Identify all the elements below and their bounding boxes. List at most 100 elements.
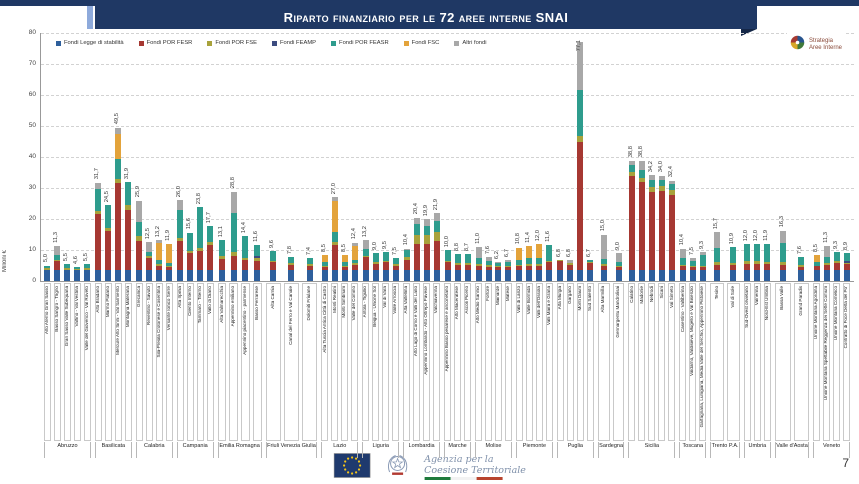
bar-segment (84, 269, 91, 281)
bar-value-label: 31,9 (124, 167, 131, 180)
bar-column: 21,9 (433, 199, 440, 281)
bar-column: 10,8 (516, 233, 523, 281)
region-label: Emilia Romagna (217, 442, 262, 458)
bar-segment (230, 191, 237, 214)
stacked-bar (156, 240, 163, 281)
area-label: Alto Maceratese (454, 283, 462, 441)
area-label: Gargano (566, 283, 574, 441)
area-label-text: Alto Medio Sannio (475, 286, 481, 324)
region-label: Piemonte (515, 442, 553, 458)
legend: Fondi Legge di stabilità Fondi POR FESR Fo… (56, 40, 487, 46)
bar-column: 8,5 (321, 244, 328, 281)
bar-segment (362, 249, 369, 256)
bar-segment (242, 258, 249, 260)
stacked-bar (219, 240, 226, 281)
stacked-bar (713, 232, 720, 281)
bar-segment (125, 182, 132, 206)
area-label-text: Alta Carnia (269, 286, 275, 309)
bar-segment (177, 200, 184, 210)
legend-swatch (56, 40, 61, 46)
bar-segment (744, 263, 751, 270)
bar-column: 7,5 (392, 247, 399, 281)
bar-column: 11,0 (475, 233, 482, 281)
area-label: Sila-Presila Crotonese e Cosentina (155, 283, 163, 441)
area-label: Alta Murgia (556, 283, 564, 441)
bar-segment (115, 269, 122, 281)
bar-value-label: 11,3 (53, 232, 60, 243)
bar-segment (713, 247, 720, 263)
y-axis-title: Milioni € (2, 250, 8, 273)
y-tick-label: 60 (28, 91, 36, 98)
bar-value-label: 8,9 (842, 242, 849, 251)
bar-value-label: 9,0 (371, 242, 378, 251)
bar-segment (577, 269, 584, 281)
region-label: Calabria (135, 442, 173, 458)
y-tick-label: 40 (28, 153, 36, 160)
bar-segment (689, 260, 696, 266)
stacked-bar (587, 260, 594, 281)
area-label-text: Grand Paradis (798, 286, 804, 316)
bar-segment (713, 269, 720, 281)
bar-segment (526, 258, 533, 265)
area-label: Reventino - Savuto (145, 283, 153, 441)
bar-column: 8,9 (843, 242, 850, 281)
bar-value-label: 5,5 (83, 252, 90, 261)
bar-segment (679, 269, 686, 281)
area-label: Nord-Est Umbria (763, 283, 771, 441)
area-label: Garfagnana, Lunigiana, Media Valle del S… (699, 283, 707, 441)
bar-value-label: 12,0 (753, 229, 760, 241)
bar-segment (516, 264, 523, 267)
bar-segment (54, 255, 61, 260)
bar-value-label: 11,3 (822, 232, 829, 243)
bar-segment (577, 89, 584, 137)
bar-segment (288, 269, 295, 281)
bar-segment (403, 250, 410, 257)
bar-value-label: 6,2 (494, 250, 501, 259)
area-label-text: Monti Reatini (331, 286, 337, 313)
bar-segment (372, 263, 379, 270)
bar-column: 5,5 (84, 253, 91, 281)
bar-segment (230, 269, 237, 281)
area-label: Unione Montana Agordina (813, 283, 821, 441)
bar-column: 32,4 (668, 166, 675, 281)
bar-segment (485, 257, 492, 261)
area-label-text: Monti Simbruini (341, 286, 347, 318)
bar-segment (475, 265, 482, 270)
bar-segment (74, 268, 81, 270)
bar-value-label: 16,3 (778, 216, 785, 228)
bar-segment (658, 269, 665, 281)
bar-segment (628, 269, 635, 281)
bar-value-label: 10,4 (402, 234, 409, 246)
area-label: Alto Medio Sannio (475, 283, 483, 441)
area-label-text: Reventino - Savuto (145, 286, 151, 326)
area-label-text: Sila-Presila Crotonese e Cosentina (155, 286, 161, 358)
stacked-bar (115, 127, 122, 281)
bar-segment (843, 262, 850, 265)
bar-segment (454, 269, 461, 281)
bar-value-label: 38,8 (637, 146, 644, 158)
bar-value-label: 10,9 (729, 232, 736, 245)
area-label: Val di Vara (382, 283, 390, 441)
bar-segment (754, 269, 761, 281)
bar-segment (495, 266, 502, 268)
bar-segment (54, 261, 61, 270)
bar-segment (321, 262, 328, 266)
area-label-text: Garfagnana, Lunigiana, Media Valle del S… (699, 286, 705, 428)
bar-segment (433, 231, 440, 242)
bar-segment (95, 182, 102, 189)
bar-segment (306, 264, 313, 266)
area-label: Valdarno, Valdisieve, Mugello e Val Bise… (689, 283, 697, 441)
bar-segment (843, 261, 850, 263)
y-tick-label: 20 (28, 215, 36, 222)
bar-segment (823, 263, 830, 265)
bar-segment (699, 267, 706, 270)
bar-value-label: 5,0 (43, 254, 50, 263)
bar-segment (306, 269, 313, 281)
bar-segment (341, 269, 348, 281)
stacked-bar (526, 245, 533, 281)
stacked-bar (392, 257, 399, 281)
bar-segment (219, 269, 226, 281)
bar-segment (254, 255, 261, 259)
bar-segment (242, 236, 249, 259)
bar-column: 11,9 (165, 230, 173, 281)
